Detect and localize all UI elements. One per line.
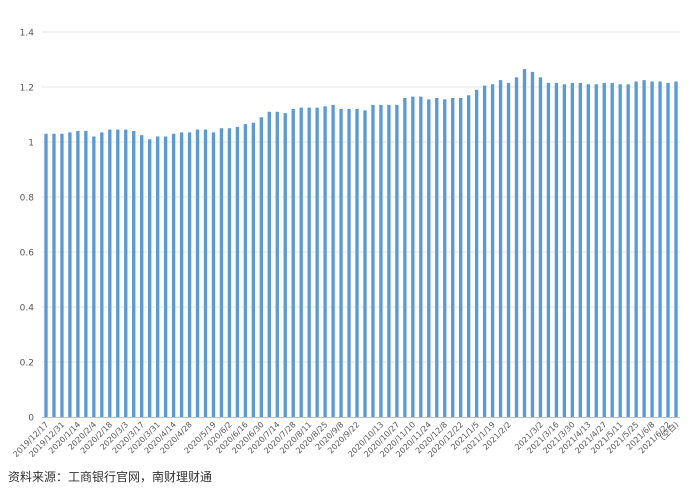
bar — [363, 110, 367, 417]
bar — [371, 104, 375, 417]
bar — [459, 98, 463, 417]
bar — [395, 104, 399, 417]
bar — [355, 109, 359, 417]
y-tick-label: 1 — [28, 139, 34, 149]
bar — [666, 82, 670, 417]
bar — [187, 132, 192, 417]
bar-series — [44, 69, 678, 417]
bar — [546, 82, 551, 417]
bar — [68, 132, 72, 417]
bar — [578, 82, 582, 417]
y-tick-label: 0.2 — [20, 359, 34, 369]
bar — [243, 124, 248, 417]
bar — [275, 111, 279, 417]
bar — [227, 128, 232, 417]
bar — [379, 104, 383, 417]
bar — [634, 81, 638, 417]
bar — [315, 107, 319, 417]
bar — [618, 84, 622, 417]
bar — [562, 84, 567, 417]
bar — [124, 129, 128, 417]
y-tick-label: 0.4 — [20, 304, 35, 314]
bar — [490, 84, 495, 417]
bar — [435, 98, 439, 417]
y-tick-label: 1.4 — [20, 29, 35, 39]
bar — [443, 99, 447, 417]
bar — [171, 133, 176, 417]
bar — [60, 133, 64, 417]
bar — [658, 81, 662, 417]
bar — [387, 104, 391, 417]
bar — [211, 132, 216, 417]
y-tick-label: 0.6 — [20, 249, 35, 259]
bar — [650, 81, 654, 417]
bar — [116, 129, 120, 417]
bar — [283, 113, 287, 417]
bar — [52, 133, 56, 417]
bar — [674, 81, 678, 417]
bar — [195, 129, 200, 417]
bar — [339, 109, 343, 417]
bar — [586, 84, 590, 417]
bar — [219, 128, 224, 417]
bar — [235, 126, 240, 417]
bar — [299, 107, 303, 417]
bar — [522, 69, 527, 417]
bar — [642, 80, 646, 417]
bar — [307, 107, 311, 417]
bar — [92, 136, 96, 417]
bar — [482, 85, 487, 417]
bar — [403, 98, 407, 417]
y-tick-label: 1.2 — [20, 84, 34, 94]
bar — [514, 77, 519, 417]
bar — [291, 109, 295, 417]
bar — [267, 111, 271, 417]
bar — [347, 109, 351, 417]
bar — [100, 132, 104, 417]
bar — [331, 104, 335, 417]
bar — [44, 133, 48, 417]
y-axis-tick-labels: 0 0.2 0.4 0.6 0.8 1 1.2 1.4 — [20, 29, 35, 424]
bar — [538, 77, 543, 417]
bar — [602, 82, 606, 417]
bar — [259, 117, 263, 417]
bar — [76, 131, 80, 417]
bar — [251, 122, 256, 417]
bar — [626, 84, 630, 417]
bar — [147, 139, 152, 417]
y-tick-label: 0.8 — [20, 194, 35, 204]
bar — [179, 132, 184, 417]
y-tick-label: 0 — [28, 414, 34, 424]
x-axis-tick-labels: 2019/12/172019/12/312020/1/142020/2/4202… — [11, 419, 680, 459]
bar — [163, 136, 168, 417]
bar — [419, 96, 423, 417]
bar — [554, 82, 559, 417]
bar — [498, 80, 503, 417]
bar — [84, 131, 88, 417]
bar — [570, 82, 575, 417]
bar — [474, 89, 479, 417]
bar — [132, 131, 136, 417]
grid-lines — [42, 31, 680, 363]
bar — [323, 106, 327, 417]
bar — [451, 98, 455, 417]
source-note: 资料来源：工商银行官网，南财理财通 — [8, 470, 213, 484]
bar — [203, 129, 208, 417]
bar — [411, 96, 415, 417]
bar — [594, 84, 598, 417]
bar — [427, 99, 431, 417]
bar — [140, 135, 144, 417]
bar — [506, 82, 511, 417]
bar — [610, 82, 614, 417]
bar — [466, 95, 471, 417]
bar — [108, 129, 112, 417]
bar — [155, 136, 160, 417]
bar — [530, 71, 535, 417]
